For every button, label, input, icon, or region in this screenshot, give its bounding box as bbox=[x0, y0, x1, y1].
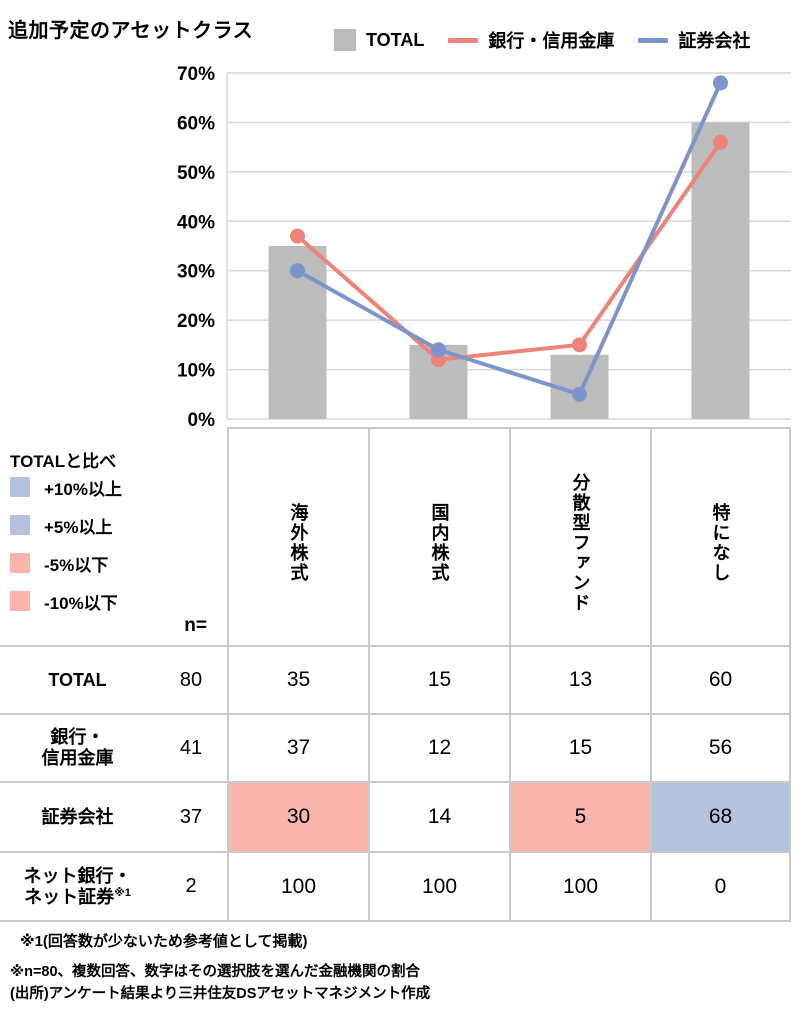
compare-legend-item: +10%以上 bbox=[10, 477, 122, 499]
legend-item-total: TOTAL bbox=[334, 29, 424, 51]
category-header: 国内株式 bbox=[368, 427, 509, 647]
y-axis-label: 70% bbox=[177, 64, 215, 85]
chart-title: 追加予定のアセットクラス bbox=[8, 20, 254, 42]
cell-value: 60 bbox=[650, 647, 791, 715]
category-header: 分散型ファンド bbox=[509, 427, 650, 647]
securities-point bbox=[713, 75, 728, 91]
cell-value: 37 bbox=[227, 715, 368, 783]
table-row: TOTAL 80 35 15 13 60 bbox=[0, 647, 791, 715]
cell-value: 15 bbox=[368, 647, 509, 715]
securities-point bbox=[572, 386, 587, 402]
cell-value: 56 bbox=[650, 715, 791, 783]
row-label-line: ネット銀行・ bbox=[23, 865, 132, 886]
cell-value: 5 bbox=[509, 783, 650, 853]
cell-value: 100 bbox=[368, 853, 509, 922]
bank-line bbox=[295, 140, 723, 362]
row-label-line: ネット証券※1 bbox=[24, 886, 131, 907]
n-value: 2 bbox=[155, 853, 227, 922]
cell-value: 30 bbox=[227, 783, 368, 853]
y-axis-label: 10% bbox=[177, 361, 215, 382]
compare-swatch-plus-icon bbox=[10, 515, 30, 535]
combo-chart: 0% 10% 20% 30% 40% 50% 60% 70% bbox=[177, 64, 791, 430]
y-axis-label: 20% bbox=[177, 311, 215, 332]
securities-line bbox=[295, 80, 723, 397]
legend-total-label: TOTAL bbox=[366, 29, 425, 50]
row-label: ネット銀行・ ネット証券※1 bbox=[0, 853, 155, 922]
row-label-line: 証券会社 bbox=[41, 806, 114, 827]
legend-item-bank: 銀行・信用金庫 bbox=[448, 27, 614, 53]
category-header: 海外株式 bbox=[227, 427, 368, 647]
compare-legend-label: +5%以上 bbox=[44, 517, 113, 537]
compare-legend-cell: TOTALと比べ +10%以上 +5%以上 -5%以下 -10%以下 n= bbox=[0, 427, 227, 647]
compare-swatch-plus-icon bbox=[10, 477, 30, 497]
cell-value: 13 bbox=[509, 647, 650, 715]
row-label: TOTAL bbox=[0, 647, 155, 715]
y-axis-label: 40% bbox=[177, 212, 215, 233]
category-header-label: 分散型ファンド bbox=[570, 472, 591, 613]
cell-value: 14 bbox=[368, 783, 509, 853]
row-label-line: TOTAL bbox=[48, 669, 107, 690]
total-bar bbox=[691, 122, 750, 419]
category-header-label: 国内株式 bbox=[429, 502, 450, 583]
compare-swatch-minus-icon bbox=[10, 553, 30, 573]
n-value: 37 bbox=[155, 783, 227, 853]
bank-point bbox=[290, 228, 305, 244]
bank-point bbox=[713, 134, 728, 150]
y-axis-label: 0% bbox=[188, 410, 216, 430]
compare-legend-items: +10%以上 +5%以上 -5%以下 -10%以下 bbox=[10, 477, 122, 629]
footnote-reference: ※1(回答数が少ないため参考値として掲載) bbox=[20, 933, 308, 950]
compare-legend-item: -5%以下 bbox=[10, 553, 122, 575]
table-header-row: TOTALと比べ +10%以上 +5%以上 -5%以下 -10%以下 n= 海外株式 国内株式… bbox=[0, 427, 791, 647]
cell-value: 100 bbox=[509, 853, 650, 922]
compare-legend-label: -10%以下 bbox=[44, 593, 118, 613]
chart-legend: TOTAL 銀行・信用金庫 証券会社 bbox=[334, 27, 750, 53]
compare-legend-label: -5%以下 bbox=[44, 555, 109, 575]
category-header-label: 海外株式 bbox=[288, 502, 309, 583]
footnote-source: (出所)アンケート結果より三井住友DSアセットマネジメント作成 bbox=[10, 986, 431, 1002]
compare-swatch-minus-icon bbox=[10, 591, 30, 611]
table-row: 銀行・ 信用金庫 41 37 12 15 56 bbox=[0, 715, 791, 783]
legend-bank-label: 銀行・信用金庫 bbox=[488, 31, 615, 51]
category-header-label: 特になし bbox=[710, 502, 731, 583]
row-label: 銀行・ 信用金庫 bbox=[0, 715, 155, 783]
bank-line-swatch-icon bbox=[448, 37, 479, 43]
cell-value: 68 bbox=[650, 783, 791, 853]
table-row: ネット銀行・ ネット証券※1 2 100 100 100 0 bbox=[0, 853, 791, 922]
y-axis-label: 30% bbox=[177, 262, 215, 283]
securities-point bbox=[431, 342, 446, 358]
n-equals-label: n= bbox=[184, 615, 207, 636]
securities-point bbox=[290, 263, 305, 279]
compare-legend-label: +10%以上 bbox=[44, 479, 122, 499]
compare-legend-item: +5%以上 bbox=[10, 515, 122, 537]
cell-value: 15 bbox=[509, 715, 650, 783]
row-label: 証券会社 bbox=[0, 783, 155, 853]
legend-securities-label: 証券会社 bbox=[678, 31, 751, 51]
category-header: 特になし bbox=[650, 427, 791, 647]
row-label-line: 銀行・ bbox=[50, 727, 105, 748]
securities-line-swatch-icon bbox=[638, 37, 669, 43]
y-axis-label: 60% bbox=[177, 113, 215, 134]
legend-item-securities: 証券会社 bbox=[638, 27, 750, 53]
row-label-line: 信用金庫 bbox=[41, 748, 114, 768]
data-table: TOTALと比べ +10%以上 +5%以上 -5%以下 -10%以下 n= 海外株式 国内株式… bbox=[0, 427, 791, 922]
footnote-block: ※n=80、複数回答、数字はその選択肢を選んだ金融機関の割合 (出所)アンケート… bbox=[10, 961, 430, 1005]
compare-legend-item: -10%以下 bbox=[10, 591, 122, 613]
n-value: 41 bbox=[155, 715, 227, 783]
cell-value: 35 bbox=[227, 647, 368, 715]
table-row: 証券会社 37 30 14 5 68 bbox=[0, 783, 791, 853]
y-axis-label: 50% bbox=[177, 163, 215, 184]
total-bar-swatch-icon bbox=[334, 29, 356, 51]
bank-point bbox=[572, 337, 587, 353]
cell-value: 0 bbox=[650, 853, 791, 922]
footnote-note: ※n=80、複数回答、数字はその選択肢を選んだ金融機関の割合 bbox=[10, 964, 421, 980]
row-label-footnote-mark: ※1 bbox=[114, 886, 131, 899]
cell-value: 12 bbox=[368, 715, 509, 783]
n-value: 80 bbox=[155, 647, 227, 715]
cell-value: 100 bbox=[227, 853, 368, 922]
compare-legend-title: TOTALと比べ bbox=[10, 452, 117, 471]
